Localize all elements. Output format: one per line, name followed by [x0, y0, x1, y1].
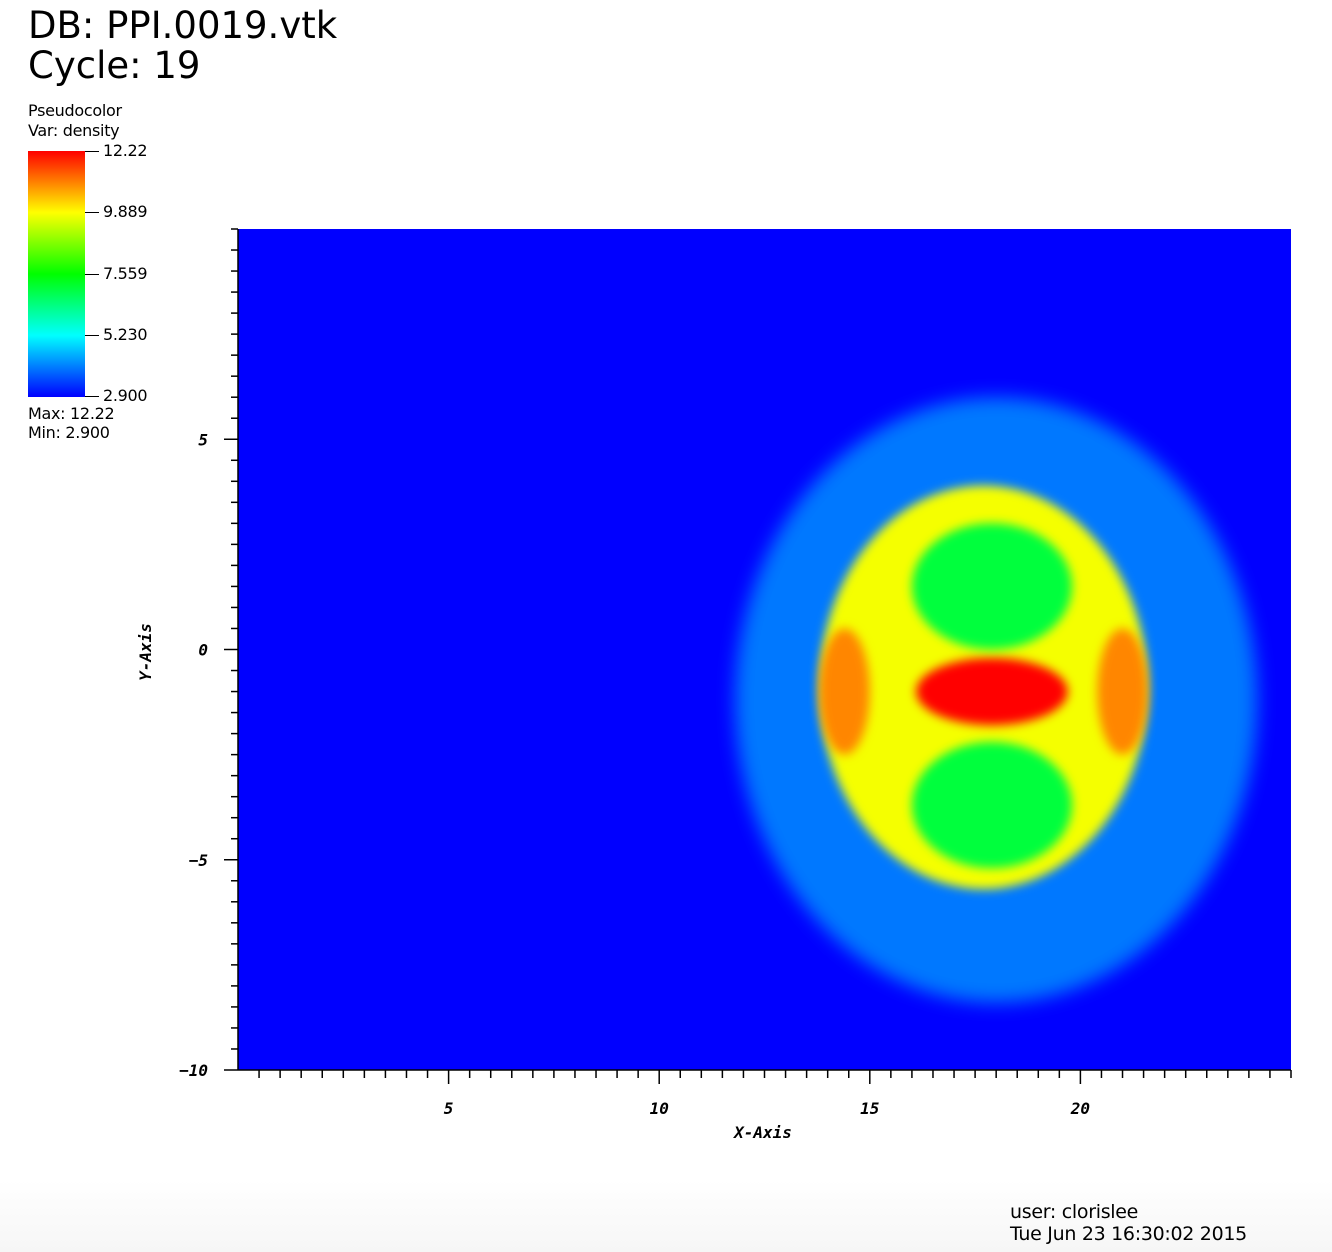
colorbar-tick	[85, 335, 99, 336]
y-tick-label: 5	[198, 430, 208, 449]
bottom-shade	[0, 1180, 1332, 1252]
legend-plot-type: Pseudocolor	[28, 101, 122, 120]
db-title: DB: PPI.0019.vtk	[28, 4, 338, 47]
legend-variable: Var: density	[28, 121, 120, 140]
heatmap-region-central-core	[916, 657, 1068, 726]
colorbar-label-min: 2.900	[103, 386, 148, 405]
colorbar-tick	[85, 274, 99, 275]
x-tick-label: 15	[860, 1099, 879, 1118]
y-axis-label: Y-Axis	[136, 623, 155, 681]
heatmap-region-upper-lobe	[911, 523, 1072, 650]
y-tick-label: −10	[179, 1061, 208, 1080]
footer-timestamp: Tue Jun 23 16:30:02 2015	[1010, 1223, 1247, 1245]
legend-max: Max: 12.22	[28, 404, 115, 423]
colorbar-label-3: 7.559	[103, 264, 148, 283]
y-tick-label: 0	[198, 641, 208, 660]
cycle-title: Cycle: 19	[28, 44, 201, 87]
colorbar	[28, 151, 85, 397]
x-axis-label: X-Axis	[732, 1123, 792, 1142]
colorbar-label-2: 9.889	[103, 202, 148, 221]
x-tick-label: 5	[444, 1099, 454, 1118]
x-tick-label: 20	[1070, 1099, 1090, 1118]
heatmap-region-left-rim	[819, 628, 870, 755]
colorbar-tick	[85, 151, 99, 152]
heatmap-region-lower-lobe	[911, 742, 1072, 869]
colorbar-tick	[85, 396, 99, 397]
y-tick-label: −5	[189, 851, 208, 870]
footer-user: user: clorislee	[1010, 1201, 1139, 1223]
heatmap-region-right-rim	[1097, 628, 1148, 755]
colorbar-label-max: 12.22	[103, 141, 148, 160]
colorbar-tick	[85, 212, 99, 213]
legend-min: Min: 2.900	[28, 423, 110, 442]
colorbar-label-4: 5.230	[103, 325, 148, 344]
x-tick-label: 10	[650, 1099, 669, 1118]
